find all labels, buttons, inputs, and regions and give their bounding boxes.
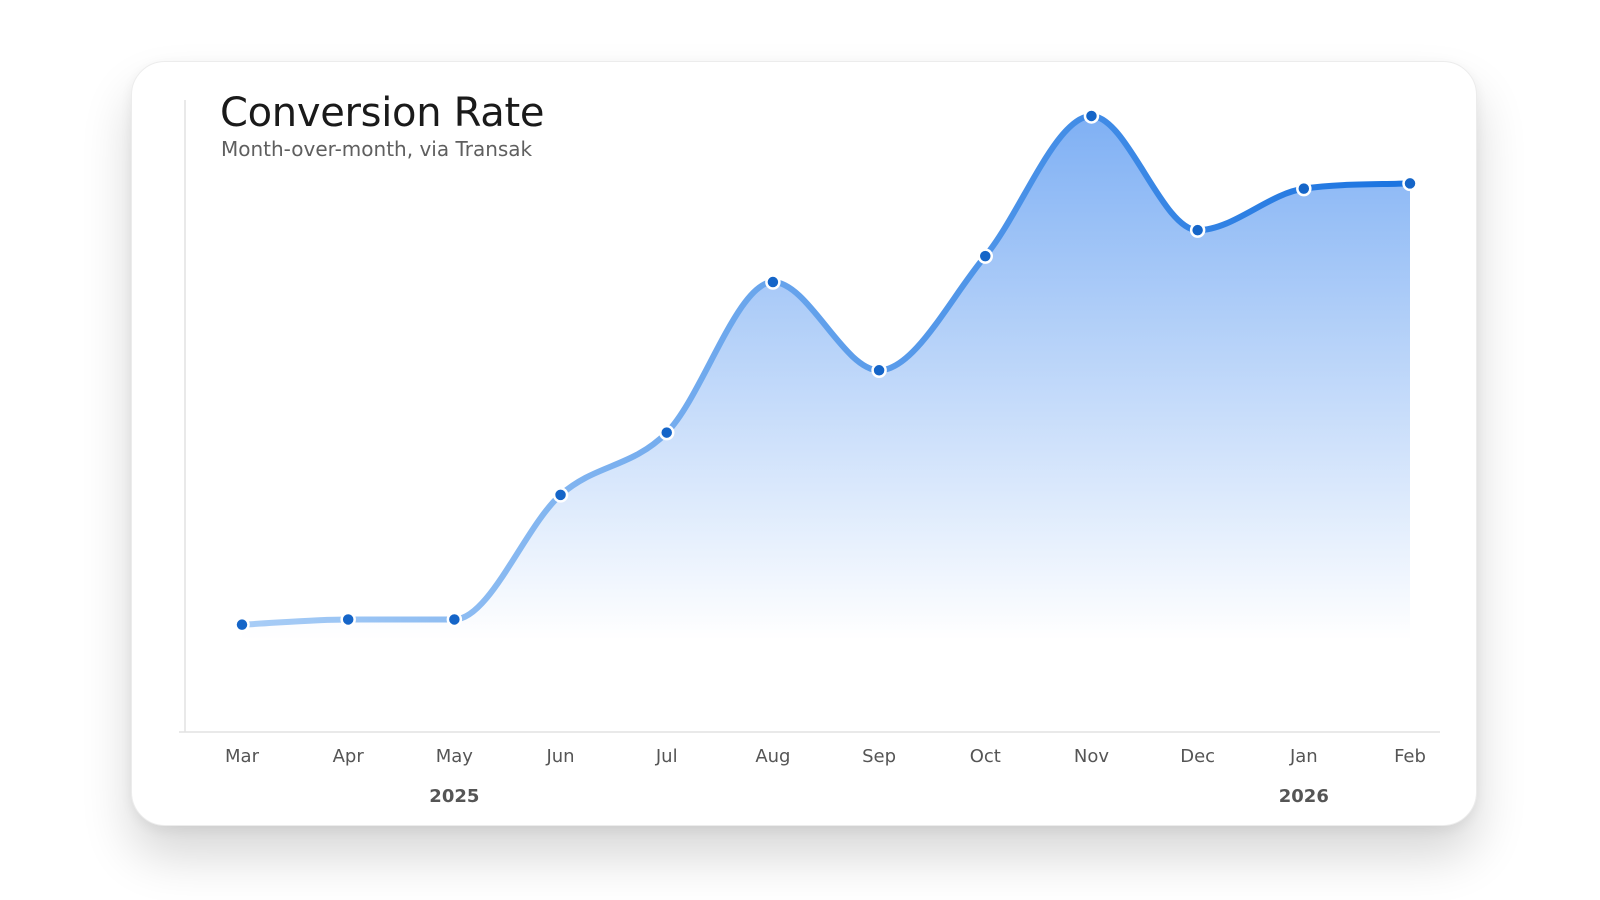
x-tick-jul: Jul bbox=[655, 746, 678, 767]
data-point-mar bbox=[234, 616, 250, 633]
data-point-oct bbox=[977, 248, 994, 264]
x-tick-feb: Feb bbox=[1394, 746, 1426, 767]
year-labels: 2025 2026 bbox=[429, 786, 1329, 807]
data-markers bbox=[234, 108, 1418, 633]
year-label-2025: 2025 bbox=[429, 786, 479, 807]
data-point-sep bbox=[871, 362, 887, 379]
data-point-feb bbox=[1402, 175, 1418, 192]
data-point-nov bbox=[1083, 108, 1100, 124]
data-point-jul bbox=[658, 424, 675, 441]
data-point-jan bbox=[1296, 180, 1312, 197]
data-point-aug bbox=[765, 274, 781, 290]
x-tick-may: May bbox=[436, 746, 474, 767]
x-tick-jan: Jan bbox=[1289, 746, 1318, 767]
chart-title: Conversion Rate bbox=[220, 90, 545, 136]
year-label-2026: 2026 bbox=[1279, 786, 1329, 807]
data-point-may bbox=[446, 611, 463, 628]
x-tick-dec: Dec bbox=[1180, 746, 1215, 767]
x-tick-apr: Apr bbox=[333, 746, 365, 767]
x-tick-labels: Mar Apr May Jun Jul Aug Sep Oct Nov Dec Jan Feb bbox=[225, 746, 1426, 767]
x-tick-aug: Aug bbox=[755, 746, 790, 767]
x-tick-sep: Sep bbox=[862, 746, 896, 767]
x-tick-nov: Nov bbox=[1074, 746, 1109, 767]
x-tick-jun: Jun bbox=[545, 746, 574, 767]
data-point-dec bbox=[1189, 222, 1206, 238]
series-area bbox=[242, 115, 1410, 640]
data-point-apr bbox=[340, 611, 356, 628]
data-point-jun bbox=[552, 487, 569, 503]
x-tick-mar: Mar bbox=[225, 746, 260, 767]
chart-subtitle: Month-over-month, via Transak bbox=[221, 137, 533, 161]
x-tick-oct: Oct bbox=[970, 746, 1001, 767]
